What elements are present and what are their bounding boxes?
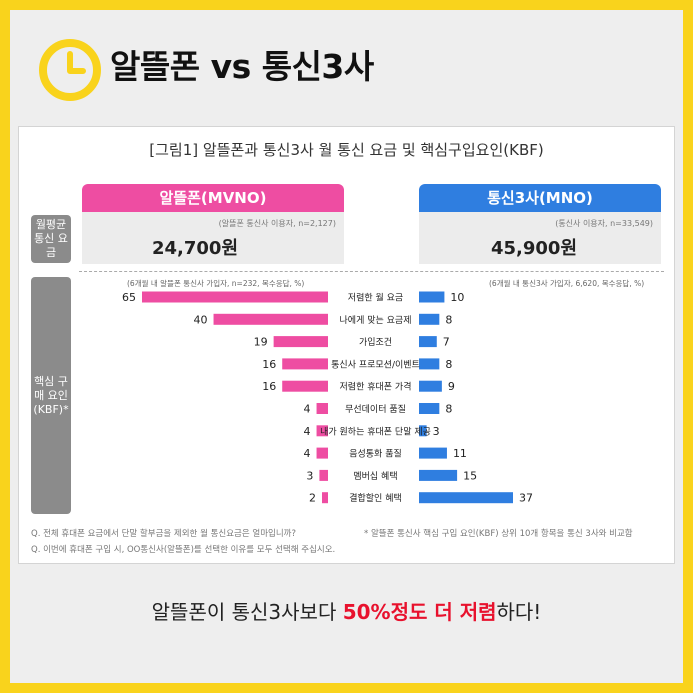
mvno-bar <box>282 358 328 370</box>
footnote-note: * 알뜰폰 통신사 핵심 구입 요인(KBF) 상위 10개 항목을 통신 3사… <box>364 529 633 539</box>
caption-before: 알뜰폰이 통신3사보다 <box>151 600 343 624</box>
category-label: 나에게 맞는 요금제 <box>340 314 412 326</box>
mvno-value-label: 4 <box>304 447 311 460</box>
caption-after: 하다! <box>496 600 542 624</box>
chart-card: [그림1] 알뜰폰과 통신3사 월 통신 요금 및 핵심구입요인(KBF) 알뜰… <box>18 126 675 564</box>
category-label: 통신사 프로모션/이벤트 <box>331 359 420 370</box>
mvno-bar <box>282 380 328 392</box>
category-label: 가입조건 <box>359 336 392 348</box>
mno-value-label: 3 <box>433 425 440 438</box>
headline: 알뜰폰 vs 통신3사 <box>110 47 374 86</box>
mvno-value-label: 4 <box>304 403 311 416</box>
mno-value-label: 9 <box>448 380 455 393</box>
clock-icon <box>39 39 101 101</box>
mvno-bar <box>142 291 328 303</box>
mno-value-label: 8 <box>445 313 452 326</box>
caption-highlight: 50%정도 더 저렴 <box>342 600 497 624</box>
mvno-bar <box>322 492 328 504</box>
mno-kbf-note: (6개월 내 통신3사 가입자, 6,620, 복수응답, %) <box>489 279 645 288</box>
fee-label: 월평균 통신 요금 <box>31 215 71 263</box>
mvno-bar <box>316 403 328 414</box>
mno-fee-note: (통신사 이용자, n=33,549) <box>555 219 653 228</box>
kbf-bar-chart: 65 10 저렴한 월 요금 40 8 나에게 맞는 요금제 19 7 가입조건 16 8 통신사 프… <box>122 291 533 505</box>
mno-bar <box>419 380 442 392</box>
mno-value-label: 7 <box>443 336 450 349</box>
footnote-q2: Q. 이번에 휴대폰 구입 시, OO통신사(알뜰폰)를 선택한 이유를 모두 … <box>31 545 336 555</box>
category-label: 무선데이터 품질 <box>345 403 406 415</box>
fee-label-text: 월평균 통신 요금 <box>34 218 68 259</box>
mno-value-label: 8 <box>445 358 452 371</box>
mvno-value-label: 19 <box>254 336 268 349</box>
category-label: 음성통화 품질 <box>349 448 402 460</box>
mno-bar <box>419 492 513 504</box>
mno-bar <box>419 336 437 348</box>
mno-bar <box>419 469 458 481</box>
mvno-fee-note: (알뜰폰 통신사 이용자, n=2,127) <box>218 219 336 228</box>
mno-value-label: 8 <box>445 403 452 416</box>
divider <box>79 271 664 272</box>
mno-bar <box>419 447 447 459</box>
mno-bar <box>419 403 440 414</box>
mno-fee-box: (통신사 이용자, n=33,549) 45,900원 <box>419 212 661 264</box>
mvno-bar <box>213 313 328 325</box>
mvno-value-label: 40 <box>194 313 208 326</box>
mno-fee-value: 45,900원 <box>491 238 578 259</box>
mno-bar <box>419 291 445 303</box>
mno-value-label: 15 <box>463 469 477 482</box>
mvno-value-label: 2 <box>309 492 316 505</box>
mvno-bar <box>319 469 328 481</box>
mvno-value-label: 3 <box>306 469 313 482</box>
category-label: 저렴한 월 요금 <box>348 292 403 304</box>
category-label: 결합할인 혜택 <box>349 492 402 504</box>
mno-bar <box>419 425 427 437</box>
category-label: 내가 원하는 휴대폰 단말 제공 <box>320 425 431 437</box>
mvno-bar <box>273 336 328 348</box>
footnote-q1: Q. 전체 휴대폰 요금에서 단말 할부금을 제외한 월 통신요금은 얼마입니까… <box>31 529 297 539</box>
mno-bar <box>419 313 440 325</box>
mvno-bar <box>316 447 328 459</box>
mno-bar <box>419 358 440 370</box>
mvno-value-label: 65 <box>122 291 136 304</box>
mvno-bar <box>316 425 328 437</box>
mno-value-label: 37 <box>519 492 533 505</box>
mvno-kbf-note: (6개월 내 알뜰폰 통신사 가입자, n=232, 복수응답, %) <box>127 279 305 288</box>
kbf-label: 핵심 구매 요인 (KBF)* <box>31 277 71 514</box>
mvno-value-label: 16 <box>262 358 276 371</box>
category-label: 멤버십 혜택 <box>353 470 397 482</box>
category-label: 저렴한 휴대폰 가격 <box>340 381 412 393</box>
mno-value-label: 11 <box>453 447 467 460</box>
mvno-fee-value: 24,700원 <box>152 238 239 259</box>
mvno-value-label: 16 <box>262 380 276 393</box>
mvno-value-label: 4 <box>304 425 311 438</box>
kbf-label-text: 핵심 구매 요인 (KBF)* <box>33 374 69 416</box>
mvno-header: 알뜰폰(MVNO) <box>82 184 344 212</box>
caption: 알뜰폰이 통신3사보다 50%정도 더 저렴하다! <box>0 596 693 625</box>
mno-value-label: 10 <box>450 291 464 304</box>
mvno-fee-box: (알뜰폰 통신사 이용자, n=2,127) 24,700원 <box>82 212 344 264</box>
mno-header: 통신3사(MNO) <box>419 184 661 212</box>
chart-title: [그림1] 알뜰폰과 통신3사 월 통신 요금 및 핵심구입요인(KBF) <box>149 141 544 159</box>
